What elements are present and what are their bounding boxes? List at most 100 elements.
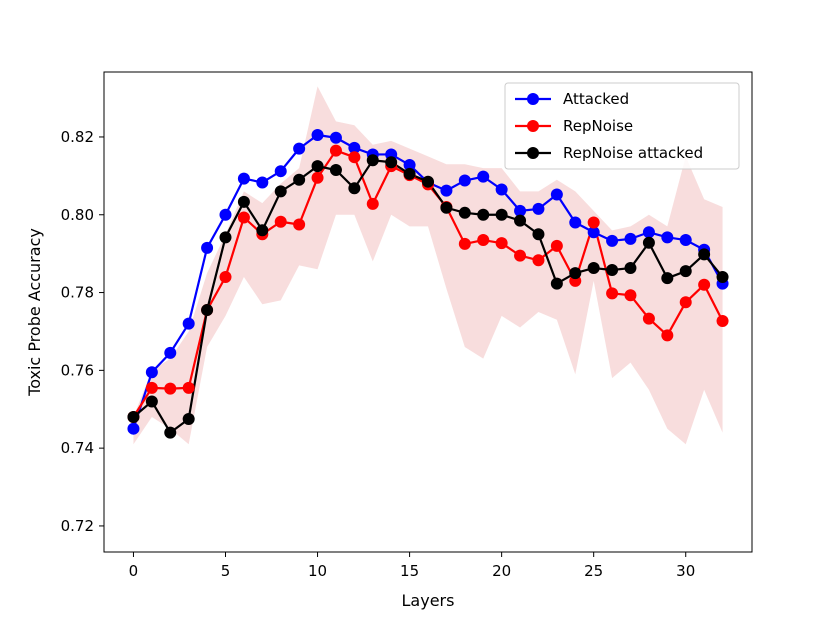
data-point-repnoise-attacked-7 [256, 224, 269, 237]
data-point-attacked-27 [624, 232, 637, 245]
data-point-attacked-12 [348, 141, 361, 154]
data-point-repnoise-11 [329, 144, 342, 157]
data-point-attacked-28 [642, 226, 655, 239]
data-point-attacked-23 [550, 188, 563, 201]
data-point-attacked-6 [237, 172, 250, 185]
data-point-repnoise-attacked-10 [311, 160, 324, 173]
x-tick-label: 5 [221, 562, 231, 580]
data-point-repnoise-1 [145, 381, 158, 394]
data-point-repnoise-attacked-31 [698, 248, 711, 261]
data-point-repnoise-30 [679, 296, 692, 309]
data-point-repnoise-27 [624, 289, 637, 302]
data-point-repnoise-3 [182, 381, 195, 394]
legend-swatch-marker [527, 147, 539, 159]
y-tick-label: 0.82 [61, 128, 94, 146]
series-markers [127, 129, 729, 439]
y-tick-label: 0.80 [61, 206, 94, 224]
data-point-repnoise-attacked-20 [495, 208, 508, 221]
data-point-repnoise-attacked-17 [440, 201, 453, 214]
y-tick-label: 0.76 [61, 361, 94, 379]
data-point-attacked-8 [274, 165, 287, 178]
data-point-repnoise-9 [293, 218, 306, 231]
confidence-bands [133, 86, 723, 445]
data-point-attacked-21 [514, 204, 527, 217]
data-point-repnoise-attacked-16 [422, 175, 434, 188]
legend-swatch-marker [527, 93, 539, 105]
data-point-repnoise-23 [550, 239, 563, 252]
x-tick-label: 30 [676, 562, 695, 580]
data-point-repnoise-attacked-24 [569, 267, 582, 280]
data-point-repnoise-attacked-15 [403, 167, 416, 180]
confidence-band-0 [133, 86, 723, 445]
y-tick-label: 0.72 [61, 517, 94, 535]
data-point-repnoise-10 [311, 171, 324, 184]
markers-attacked [127, 129, 729, 435]
data-point-attacked-26 [606, 234, 619, 247]
legend-item-attacked: Attacked [515, 90, 629, 108]
plot-frame [103, 71, 753, 553]
data-point-repnoise-attacked-27 [624, 262, 637, 275]
data-point-repnoise-attacked-30 [679, 265, 692, 278]
data-point-repnoise-18 [458, 237, 471, 250]
data-point-repnoise-attacked-1 [145, 395, 158, 408]
data-point-repnoise-attacked-6 [237, 195, 250, 208]
data-point-attacked-0 [127, 422, 140, 435]
y-axis-label: Toxic Probe Accuracy [25, 228, 44, 397]
data-point-attacked-3 [182, 317, 195, 330]
legend-label: RepNoise [563, 117, 633, 135]
y-tick-label: 0.78 [61, 284, 94, 302]
data-point-attacked-20 [495, 183, 508, 196]
x-tick-label: 25 [584, 562, 603, 580]
data-point-attacked-19 [477, 170, 490, 183]
data-point-repnoise-22 [532, 254, 545, 267]
data-point-repnoise-attacked-14 [385, 156, 398, 169]
data-point-repnoise-attacked-5 [219, 231, 232, 244]
x-axis-ticks: 0 5 10 15 20 25 30 [129, 552, 695, 580]
data-point-repnoise-attacked-18 [458, 206, 471, 219]
data-point-attacked-4 [201, 241, 214, 254]
x-tick-label: 0 [129, 562, 139, 580]
y-tick-label: 0.74 [61, 439, 94, 457]
data-point-attacked-24 [569, 216, 582, 229]
x-tick-label: 15 [400, 562, 419, 580]
data-point-attacked-15 [403, 158, 416, 171]
data-point-repnoise-attacked-32 [716, 270, 729, 283]
data-point-repnoise-5 [219, 270, 232, 283]
data-point-attacked-18 [458, 174, 471, 187]
data-point-repnoise-19 [477, 234, 490, 247]
data-point-attacked-1 [145, 366, 158, 379]
data-point-repnoise-25 [587, 216, 600, 229]
data-point-attacked-25 [587, 226, 600, 239]
data-point-repnoise-attacked-29 [661, 272, 674, 285]
data-point-repnoise-6 [237, 211, 250, 224]
data-point-attacked-9 [293, 142, 306, 155]
data-point-repnoise-8 [274, 215, 287, 228]
data-point-repnoise-attacked-0 [127, 411, 140, 424]
data-point-repnoise-12 [348, 151, 361, 164]
legend-label: RepNoise attacked [563, 144, 703, 162]
data-point-attacked-7 [256, 176, 269, 189]
data-point-attacked-11 [329, 131, 342, 144]
data-point-attacked-2 [164, 346, 177, 359]
data-point-repnoise-attacked-13 [366, 154, 379, 167]
data-point-repnoise-attacked-12 [348, 182, 361, 195]
data-point-repnoise-attacked-2 [164, 426, 177, 439]
data-point-repnoise-32 [716, 314, 729, 327]
markers-repnoise-attacked [127, 154, 729, 439]
data-point-repnoise-attacked-26 [606, 263, 619, 276]
data-point-repnoise-26 [606, 287, 619, 300]
data-point-repnoise-attacked-3 [182, 412, 195, 425]
data-point-repnoise-attacked-21 [514, 214, 527, 227]
data-point-repnoise-2 [164, 382, 177, 395]
data-point-attacked-5 [219, 208, 232, 221]
x-tick-label: 10 [308, 562, 327, 580]
data-point-repnoise-attacked-22 [532, 228, 545, 241]
data-point-repnoise-29 [661, 329, 674, 342]
legend-item-repnoise-attacked: RepNoise attacked [515, 144, 703, 162]
data-point-repnoise-13 [366, 197, 379, 210]
data-point-repnoise-31 [698, 278, 711, 291]
data-point-repnoise-attacked-4 [201, 304, 214, 317]
data-point-repnoise-attacked-28 [642, 236, 655, 249]
x-tick-label: 20 [492, 562, 511, 580]
data-point-attacked-29 [661, 231, 674, 244]
